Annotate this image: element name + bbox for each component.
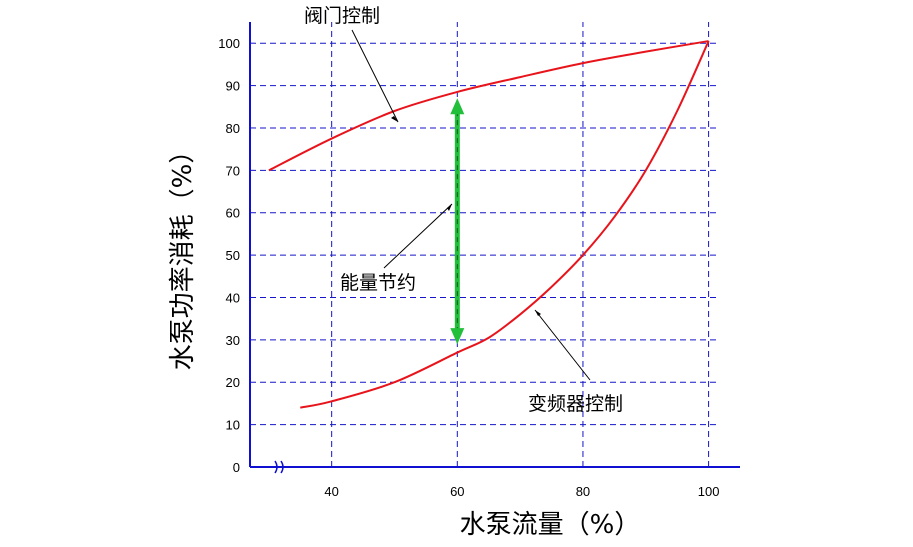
series-lines bbox=[268, 40, 710, 409]
leader-savings-arrowhead bbox=[447, 204, 452, 211]
y-tick-label-7: 70 bbox=[226, 163, 240, 178]
leader-valve-arrowhead bbox=[391, 116, 398, 122]
x-tick-label-2: 80 bbox=[576, 484, 590, 499]
series-line-valve-control bbox=[268, 40, 709, 172]
savings-arrowhead-top bbox=[450, 98, 465, 115]
series-line-vfd-control bbox=[300, 40, 710, 409]
grid bbox=[250, 22, 720, 467]
y-tick-label-10: 100 bbox=[218, 36, 240, 51]
annotation-leaders bbox=[351, 29, 591, 381]
y-tick-label-5: 50 bbox=[226, 248, 240, 263]
energy-savings-arrow bbox=[450, 98, 465, 345]
annotation-valve-control: 阀门控制 bbox=[304, 5, 380, 27]
x-tick-labels: 40 60 80 100 bbox=[324, 484, 719, 499]
leader-valve bbox=[351, 29, 399, 123]
y-tick-label-0: 0 bbox=[233, 460, 240, 475]
y-tick-label-3: 30 bbox=[226, 333, 240, 348]
leader-vfd bbox=[534, 309, 591, 381]
leader-vfd-arrowhead bbox=[535, 310, 541, 316]
x-tick-label-0: 40 bbox=[324, 484, 338, 499]
y-tick-label-1: 10 bbox=[226, 418, 240, 433]
y-axis-title: 水泵功率消耗（%） bbox=[168, 138, 198, 371]
y-tick-label-9: 90 bbox=[226, 79, 240, 94]
y-tick-label-8: 80 bbox=[226, 121, 240, 136]
x-tick-label-3: 100 bbox=[698, 484, 720, 499]
annotation-energy-saving: 能量节约 bbox=[340, 272, 416, 294]
y-tick-label-2: 20 bbox=[226, 375, 240, 390]
axes bbox=[249, 22, 740, 474]
y-tick-label-4: 40 bbox=[226, 290, 240, 305]
y-tick-labels: 0 10 20 30 40 50 60 70 80 90 100 bbox=[218, 36, 240, 475]
leader-savings bbox=[383, 203, 453, 269]
x-axis-break-mark bbox=[274, 460, 284, 474]
axis-break-stroke-2 bbox=[280, 460, 284, 474]
x-axis-title: 水泵流量（%） bbox=[460, 510, 641, 540]
x-tick-label-1: 60 bbox=[450, 484, 464, 499]
axis-break-stroke-1 bbox=[274, 460, 278, 474]
annotation-vfd-control: 变频器控制 bbox=[528, 393, 623, 415]
savings-arrowhead-bottom bbox=[450, 328, 465, 345]
y-tick-label-6: 60 bbox=[226, 206, 240, 221]
